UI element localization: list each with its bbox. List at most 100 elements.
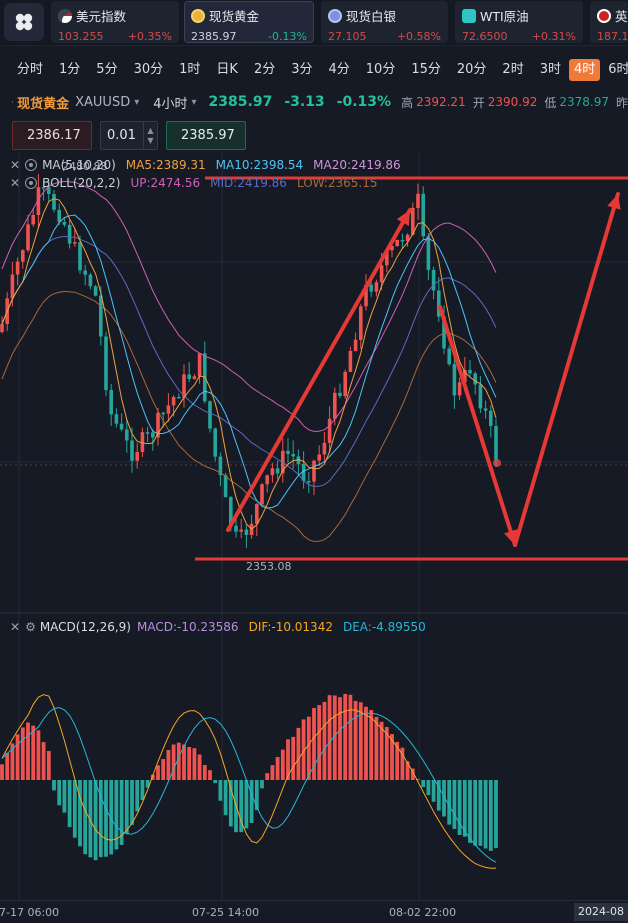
timeframe-tab[interactable]: 3分	[291, 62, 313, 77]
timeframe-tab[interactable]: 分时	[17, 62, 44, 77]
candle-body	[327, 418, 332, 443]
candle-body	[275, 468, 280, 474]
candle-body	[416, 193, 420, 208]
ticker-name: WTI原油	[480, 9, 529, 24]
candle-body	[322, 442, 327, 455]
ticker-usd-index[interactable]: 美元指数 103.255 +0.35%	[51, 1, 179, 43]
candle-body	[161, 412, 165, 415]
macd-histogram-bar	[31, 725, 36, 780]
buy-price-button[interactable]: 2385.97	[166, 121, 246, 150]
macd-histogram-bar	[431, 780, 436, 802]
ticker-spot-gold[interactable]: 现货黄金 2385.97 -0.13%	[184, 1, 314, 43]
chart-high-mark: 2480.88	[62, 160, 108, 173]
chevron-down-icon[interactable]: ▾	[134, 96, 140, 108]
macd-histogram-bar	[249, 780, 254, 823]
candle-body	[426, 236, 431, 270]
sell-price-button[interactable]: 2386.17	[12, 121, 92, 150]
candle-body	[473, 373, 477, 385]
macd-histogram-bar	[88, 780, 93, 858]
macd-histogram-bar	[0, 764, 4, 780]
gear-icon[interactable]: ⚙	[25, 620, 36, 634]
macd-value: MACD:-10.23586	[136, 620, 239, 634]
ticker-wti-oil[interactable]: WTI原油 72.6500 +0.31%	[455, 1, 583, 43]
candle-body	[411, 207, 415, 235]
macd-histogram-bar	[223, 780, 228, 816]
ma5-line	[1, 198, 497, 530]
ticker-change: +0.58%	[396, 30, 441, 43]
timeframe-tab[interactable]: 15分	[411, 62, 441, 77]
stepper-arrows-icon[interactable]: ▲ ▼	[143, 122, 157, 149]
close-icon[interactable]: ✕	[10, 620, 21, 634]
timeframe-tab[interactable]: 3时	[539, 62, 561, 77]
gold-coin-icon	[191, 8, 205, 23]
candle-body	[457, 382, 462, 396]
symbol-name[interactable]: 现货黄金	[17, 96, 70, 112]
macd-histogram-bar	[280, 749, 285, 780]
candle-body	[213, 428, 217, 457]
macd-histogram-bar	[353, 700, 358, 780]
candle-body	[208, 401, 212, 429]
close-icon[interactable]: ✕	[10, 176, 21, 190]
rebound-arrow-head	[607, 194, 621, 210]
open-label: 开	[472, 95, 485, 110]
menu-button[interactable]	[4, 3, 44, 41]
macd-histogram-bar	[390, 734, 394, 780]
grid-menu-icon	[15, 13, 33, 31]
timeframe-tab[interactable]: 5分	[96, 62, 118, 77]
ticker-gbp[interactable]: 英 187.16	[590, 1, 628, 43]
timeframe-tab[interactable]: 20分	[456, 62, 487, 77]
macd-histogram-bar	[369, 710, 374, 780]
candle-body	[343, 371, 347, 397]
macd-histogram-bar	[265, 773, 270, 780]
macd-histogram-bar	[426, 780, 431, 796]
close-icon[interactable]: ✕	[10, 158, 21, 172]
timeframe-tab[interactable]: 2时	[502, 62, 524, 77]
macd-histogram-bar	[452, 780, 457, 829]
quantity-stepper[interactable]: 0.01 ▲ ▼	[100, 121, 158, 150]
candle-body	[364, 284, 368, 307]
timeframe-tab[interactable]: 10分	[365, 62, 396, 77]
timeframe-tab-active[interactable]: 4时	[568, 59, 601, 81]
symbol-code[interactable]: XAUUSD	[75, 94, 131, 110]
macd-histogram-bar	[462, 780, 467, 837]
timeframe-tab[interactable]: 1分	[59, 62, 81, 77]
eye-icon[interactable]	[25, 159, 38, 171]
timeframe-tab[interactable]: 6时	[608, 62, 628, 77]
macd-histogram-bar	[410, 768, 415, 780]
candle-body	[307, 481, 311, 483]
macd-histogram-bar	[483, 780, 488, 849]
macd-histogram-bar	[270, 765, 275, 780]
eye-icon[interactable]	[25, 177, 38, 189]
candle-body	[140, 432, 145, 452]
timeframe-tab[interactable]: 30分	[133, 62, 164, 77]
candle-body	[0, 324, 4, 332]
timeframe-bar: 分时 1分 5分 30分 1时 日K 2分 3分 4分 10分 15分 20分 …	[0, 56, 628, 84]
macd-histogram-bar	[275, 757, 280, 780]
timeframe-tab[interactable]: 2分	[253, 62, 276, 77]
price-chart[interactable]: 2480.88 2353.08	[0, 152, 628, 900]
timeframe-tab[interactable]: 日K	[216, 62, 238, 77]
macd-histogram-bar	[421, 780, 426, 788]
period-selector[interactable]: 4小时	[153, 96, 188, 112]
candlestick-series	[0, 174, 498, 548]
macd-histogram-bar	[46, 751, 51, 780]
candle-body	[379, 265, 384, 283]
candle-body	[442, 316, 446, 349]
timeframe-tab[interactable]: 4分	[328, 62, 350, 77]
prev-close-label: 昨	[615, 95, 628, 110]
candle-body	[333, 392, 337, 419]
candle-body	[374, 282, 379, 292]
chevron-down-icon[interactable]: ▾	[191, 96, 197, 108]
ticker-price: 27.105	[328, 30, 367, 43]
timeframe-tab[interactable]: 1时	[179, 62, 201, 77]
ticker-price: 187.16	[597, 30, 628, 43]
macd-histogram-bar	[156, 765, 160, 780]
ma20-value: MA20:2419.86	[313, 158, 401, 172]
macd-histogram-bar	[488, 780, 493, 851]
macd-histogram-bar	[104, 780, 108, 857]
macd-histogram-bar	[405, 761, 410, 780]
macd-histogram-bar	[41, 742, 46, 780]
ticker-spot-silver[interactable]: 现货白银 27.105 +0.58%	[321, 1, 448, 43]
candle-body	[421, 193, 425, 237]
candle-body	[468, 369, 472, 374]
